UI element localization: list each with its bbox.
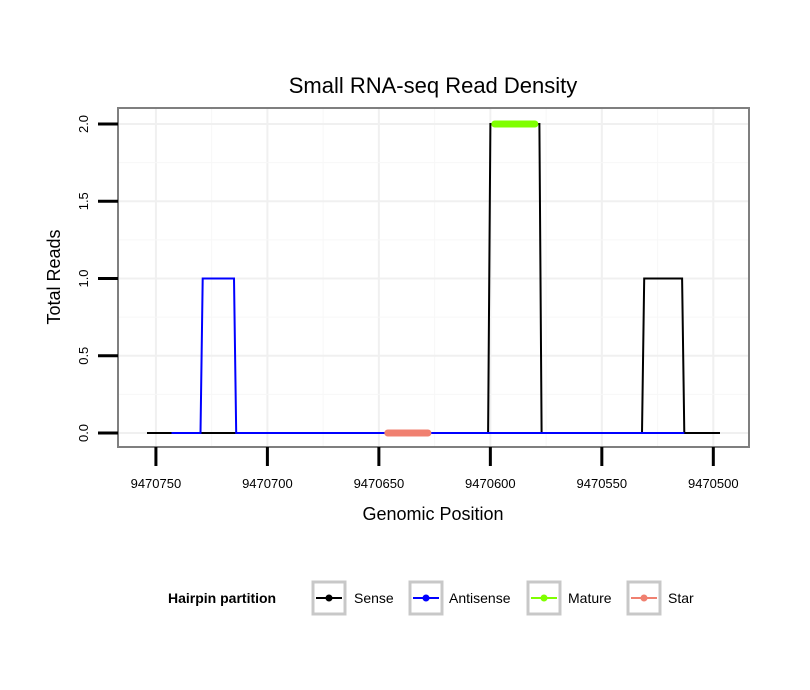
x-tick-label: 9470500: [688, 476, 739, 491]
y-tick-label: 1.5: [76, 192, 91, 210]
x-tick-label: 9470600: [465, 476, 516, 491]
legend-key-point: [422, 594, 430, 602]
legend: Hairpin partition Sense Antisense Mature St…: [168, 580, 694, 616]
legend-label: Star: [668, 590, 694, 606]
y-axis-title: Total Reads: [44, 229, 64, 324]
legend-label: Mature: [568, 590, 612, 606]
x-tick-label: 9470550: [577, 476, 628, 491]
y-axis: 0.0 0.5 1.0 1.5 2.0: [76, 115, 118, 442]
x-axis: 9470750 9470700 9470650 9470600 9470550 94705…: [131, 447, 739, 491]
x-tick-label: 9470650: [354, 476, 405, 491]
y-tick-label: 1.0: [76, 269, 91, 287]
legend-item-star: Star: [626, 580, 694, 616]
x-tick-label: 9470700: [242, 476, 293, 491]
y-tick-label: 0.5: [76, 347, 91, 365]
chart-title: Small RNA-seq Read Density: [289, 73, 578, 98]
legend-label: Antisense: [449, 590, 511, 606]
legend-key-point: [540, 594, 548, 602]
series-line-antisense: [171, 277, 685, 434]
legend-item-antisense: Antisense: [408, 580, 511, 616]
legend-title: Hairpin partition: [168, 590, 276, 606]
legend-label: Sense: [354, 590, 394, 606]
series-layer: [147, 120, 720, 437]
legend-item-mature: Mature: [526, 580, 612, 616]
y-tick-label: 0.0: [76, 424, 91, 442]
y-tick-label: 2.0: [76, 115, 91, 133]
x-axis-title: Genomic Position: [362, 504, 503, 524]
x-tick-label: 9470750: [131, 476, 182, 491]
legend-key-point: [640, 594, 648, 602]
legend-key-point: [325, 594, 333, 602]
legend-item-sense: Sense: [311, 580, 394, 616]
